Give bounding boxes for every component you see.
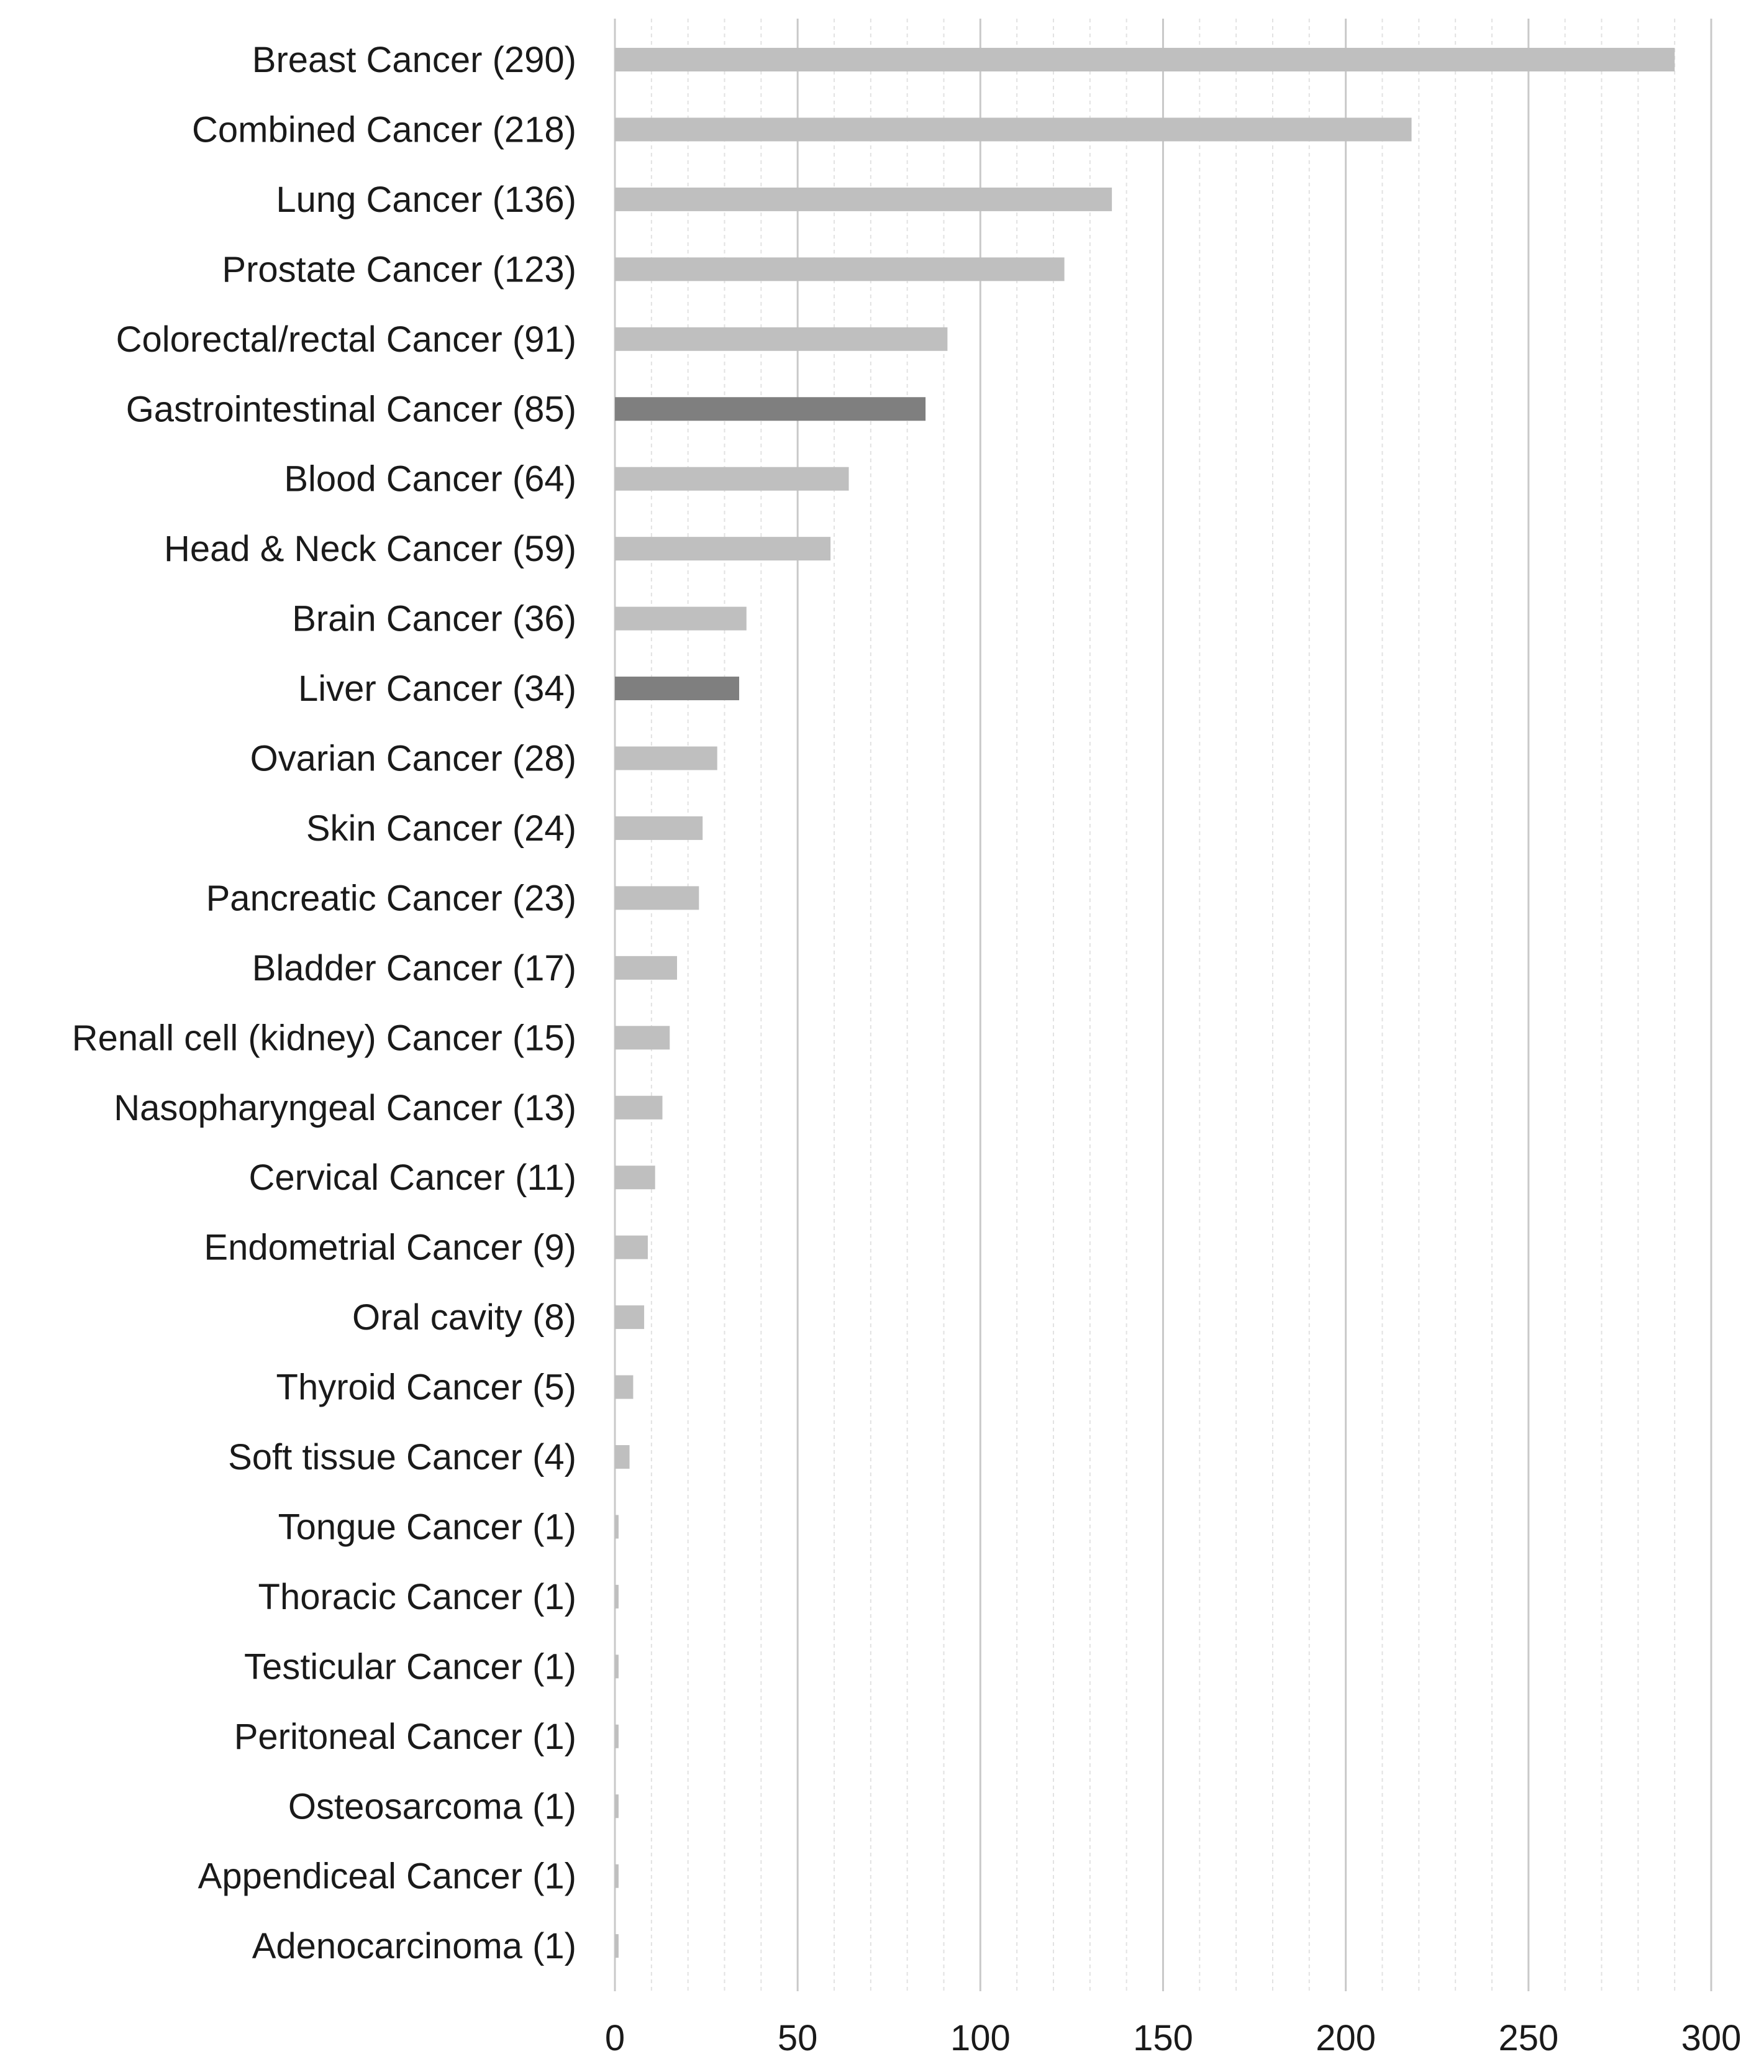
category-label: Nasopharyngeal Cancer (13): [114, 1088, 576, 1128]
bar: [615, 1654, 619, 1679]
category-label: Combined Cancer (218): [192, 109, 576, 150]
bar: [615, 1235, 648, 1259]
bar: [615, 117, 1412, 142]
category-label: Thoracic Cancer (1): [258, 1577, 576, 1617]
x-tick-label: 150: [1133, 2018, 1193, 2058]
category-label: Tongue Cancer (1): [278, 1507, 576, 1547]
category-labels: Breast Cancer (290) Combined Cancer (218)…: [72, 40, 576, 1966]
category-label: Osteosarcoma (1): [288, 1786, 576, 1827]
bar: [615, 886, 699, 910]
category-label: Brain Cancer (36): [292, 599, 576, 639]
x-tick-label: 0: [605, 2018, 625, 2058]
category-label: Endometrial Cancer (9): [204, 1228, 576, 1268]
bar: [615, 1864, 619, 1888]
category-label: Adenocarcinoma (1): [252, 1926, 576, 1966]
category-label: Thyroid Cancer (5): [276, 1367, 576, 1408]
x-tick-label: 200: [1316, 2018, 1376, 2058]
category-label: Skin Cancer (24): [306, 808, 576, 849]
bar: [615, 606, 747, 631]
category-label: Bladder Cancer (17): [252, 948, 576, 988]
x-tick-label: 250: [1498, 2018, 1558, 2058]
bar: [615, 327, 948, 351]
bar: [615, 1445, 630, 1469]
bars-group: [615, 48, 1675, 1958]
x-tick-label: 100: [950, 2018, 1011, 2058]
category-label: Lung Cancer (136): [276, 180, 576, 220]
bar: [615, 1515, 619, 1539]
bar: [615, 956, 678, 980]
category-label: Pancreatic Cancer (23): [206, 878, 576, 918]
category-label: Gastrointestinal Cancer (85): [126, 389, 576, 429]
category-label: Blood Cancer (64): [284, 459, 576, 500]
bar: [615, 746, 717, 770]
bar: [615, 1724, 619, 1748]
category-label: Appendiceal Cancer (1): [198, 1856, 576, 1897]
x-tick-label: 300: [1681, 2018, 1742, 2058]
bar: [615, 1584, 619, 1609]
bar: [615, 1375, 634, 1399]
category-label: Colorectal/rectal Cancer (91): [116, 319, 576, 360]
bar: [615, 1026, 670, 1050]
bar: [615, 1794, 619, 1819]
category-label: Breast Cancer (290): [252, 40, 576, 80]
bar: [615, 677, 740, 701]
bar: [615, 257, 1065, 281]
category-label: Peritoneal Cancer (1): [234, 1717, 576, 1757]
bar: [615, 1305, 645, 1330]
category-label: Liver Cancer (34): [298, 669, 576, 709]
category-label: Ovarian Cancer (28): [250, 739, 576, 779]
category-label: Prostate Cancer (123): [222, 249, 576, 290]
bar: [615, 1934, 619, 1958]
category-label: Head & Neck Cancer (59): [164, 529, 576, 569]
category-label: Cervical Cancer (11): [248, 1157, 576, 1198]
bar: [615, 1166, 655, 1190]
bar: [615, 816, 703, 840]
category-label: Soft tissue Cancer (4): [228, 1437, 576, 1477]
bar: [615, 48, 1675, 71]
bar: [615, 187, 1112, 211]
bar: [615, 537, 831, 561]
bar: [615, 397, 926, 421]
category-label: Testicular Cancer (1): [244, 1646, 576, 1687]
major-gridlines: [614, 19, 1712, 1991]
x-tick-label: 50: [778, 2018, 818, 2058]
bar: [615, 1095, 663, 1120]
category-label: Oral cavity (8): [352, 1297, 576, 1338]
bar: [615, 467, 849, 491]
category-label: Renall cell (kidney) Cancer (15): [72, 1018, 576, 1058]
x-axis-tick-labels: 0 50 100 150 200 250 300: [605, 2018, 1742, 2058]
